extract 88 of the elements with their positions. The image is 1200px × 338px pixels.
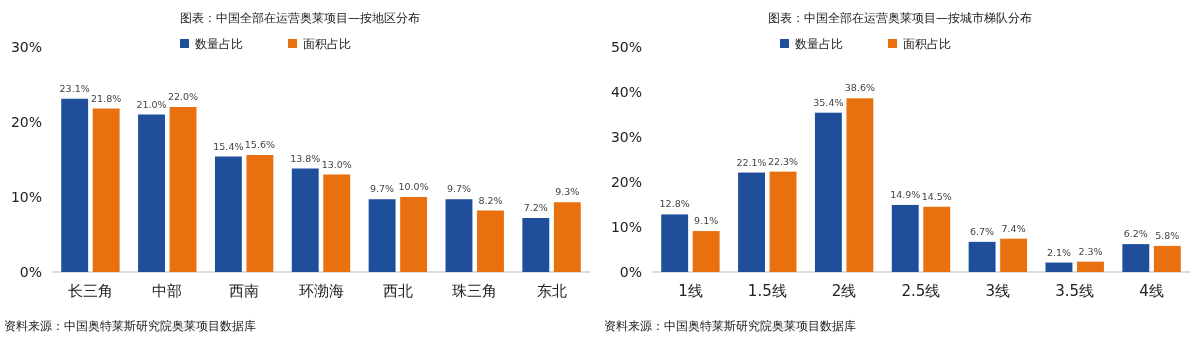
data-label: 7.4%: [1001, 222, 1026, 234]
x-tick-label: 3线: [985, 282, 1011, 300]
bar: [138, 114, 165, 272]
data-label: 14.5%: [921, 190, 952, 202]
x-tick-label: 东北: [536, 282, 567, 300]
bar: [769, 171, 797, 272]
text: 资料来源：中国奥特莱斯研究院奥莱项目数据库: [4, 319, 256, 333]
bar: [923, 206, 951, 272]
bar: [968, 241, 996, 272]
y-tick-label: 10%: [10, 189, 42, 205]
y-tick-label: 20%: [10, 114, 42, 130]
x-tick-label: 2线: [831, 282, 857, 300]
chart-title: 图表：中国全部在运营奥莱项目—按地区分布: [180, 11, 420, 25]
bar: [400, 197, 428, 272]
bar: [477, 210, 504, 272]
y-tick-label: 50%: [610, 39, 642, 55]
bar: [522, 218, 550, 272]
x-tick-label: 2.5线: [901, 282, 941, 300]
data-label: 14.9%: [890, 188, 921, 200]
data-label: 13.0%: [321, 158, 352, 170]
x-tick-label: 珠三角: [452, 282, 498, 300]
data-label: 23.1%: [59, 82, 90, 94]
data-label: 21.0%: [136, 98, 167, 110]
x-tick-label: 中部: [152, 282, 183, 300]
data-label: 22.0%: [167, 91, 199, 102]
data-label: 38.6%: [844, 82, 875, 94]
y-tick-label: 10%: [610, 219, 642, 235]
x-tick-label: 长三角: [67, 282, 113, 300]
bar: [891, 204, 919, 272]
bar: [661, 214, 689, 272]
x-tick-label: 3.5线: [1055, 282, 1095, 300]
bar: [1122, 244, 1150, 272]
data-label: 22.3%: [767, 155, 799, 167]
bar: [246, 155, 274, 272]
y-tick-label: 40%: [610, 84, 642, 100]
x-tick-label: 环渤海: [298, 282, 344, 300]
legend-label: 数量占比: [795, 37, 843, 51]
bar: [1045, 262, 1073, 272]
text: 资料来源：中国奥特莱斯研究院奥莱项目数据库: [604, 319, 856, 333]
y-tick-label: 20%: [610, 174, 642, 190]
data-label: 6.7%: [970, 225, 995, 237]
data-label: 21.8%: [91, 92, 122, 104]
data-label: 9.7%: [370, 183, 395, 195]
bar: [61, 98, 89, 272]
y-tick-label: 30%: [610, 129, 642, 145]
x-tick-label: 1.5线: [747, 282, 787, 300]
bar: [169, 107, 197, 272]
data-label: 5.8%: [1155, 229, 1180, 241]
bar: [1077, 261, 1104, 272]
legend-label: 数量占比: [195, 37, 243, 51]
data-label: 7.2%: [523, 202, 548, 213]
bar: [214, 156, 242, 272]
y-tick-label: 0%: [19, 264, 42, 280]
bar: [1000, 238, 1028, 272]
x-tick-label: 西南: [229, 282, 260, 300]
legend-label: 面积占比: [903, 37, 951, 51]
data-label: 22.1%: [736, 156, 767, 168]
x-tick-label: 4线: [1139, 282, 1164, 300]
bar: [368, 199, 396, 272]
x-tick-label: 西北: [382, 282, 413, 300]
data-label: 2.3%: [1078, 245, 1103, 257]
y-tick-label: 30%: [10, 39, 42, 55]
data-label: 9.7%: [446, 183, 472, 195]
bar: [323, 174, 351, 272]
data-label: 35.4%: [813, 96, 844, 108]
bar: [1153, 245, 1181, 272]
bar: [291, 168, 319, 272]
data-label: 2.1%: [1046, 246, 1072, 258]
data-label: 9.1%: [694, 215, 719, 227]
y-tick-label: 0%: [619, 264, 642, 280]
data-label: 13.8%: [290, 152, 321, 164]
bar: [445, 199, 473, 272]
data-label: 12.8%: [659, 198, 690, 210]
chart-title: 图表：中国全部在运营奥莱项目—按城市梯队分布: [768, 11, 1032, 25]
bar: [92, 108, 120, 272]
data-label: 15.6%: [244, 139, 275, 150]
data-label: 15.4%: [213, 140, 244, 152]
data-label: 10.0%: [398, 181, 429, 192]
data-label: 6.2%: [1123, 228, 1148, 240]
bar: [692, 231, 720, 272]
bar: [814, 112, 842, 272]
bar: [553, 202, 581, 272]
x-tick-label: 1线: [678, 282, 703, 300]
bar: [846, 98, 874, 272]
data-label: 8.2%: [478, 194, 503, 206]
data-label: 9.3%: [555, 186, 580, 198]
legend-label: 面积占比: [303, 37, 351, 51]
bar: [738, 172, 765, 272]
